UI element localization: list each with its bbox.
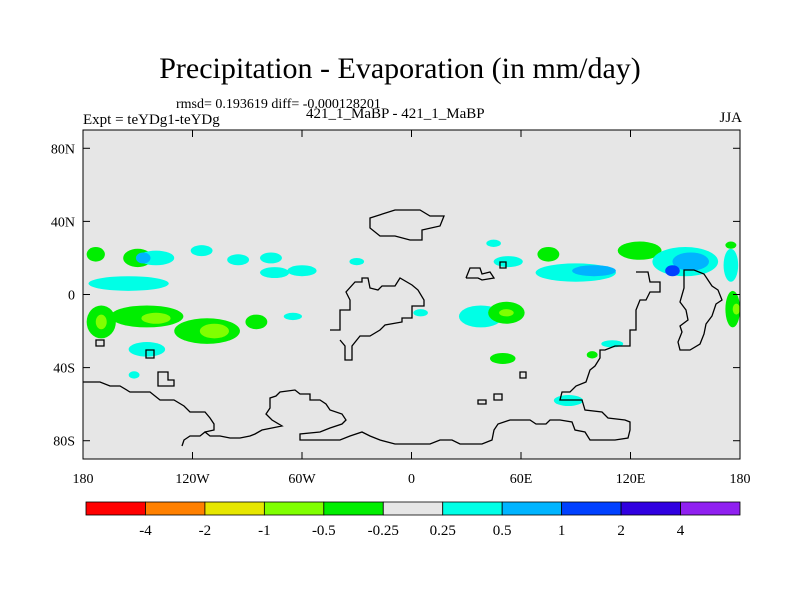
colorbar-box-3 bbox=[263, 501, 325, 516]
cases-text: 421_1_MaBP - 421_1_MaBP bbox=[306, 106, 485, 122]
coastline-americas bbox=[330, 277, 425, 361]
colorbar-label-2: -1 bbox=[258, 523, 271, 539]
contour-patch-7 bbox=[260, 252, 282, 264]
chart-title: Precipitation - Evaporation (in mm/day) bbox=[159, 52, 641, 85]
y-tick-label-3: 40S bbox=[53, 362, 75, 377]
colorbar-box-4 bbox=[323, 501, 384, 516]
contour-patch-10 bbox=[349, 257, 365, 266]
contour-patch-19 bbox=[128, 371, 140, 379]
contour-patch-34 bbox=[723, 248, 739, 282]
y-tick-label-4: 80S bbox=[53, 435, 75, 450]
colorbar-label-9: 4 bbox=[677, 523, 685, 539]
coastline-australia bbox=[677, 269, 723, 351]
colorbar-box-9 bbox=[620, 501, 681, 516]
colorbar-label-8: 2 bbox=[617, 523, 625, 539]
colorbar-box-2 bbox=[204, 501, 265, 516]
colorbar-label-5: 0.25 bbox=[430, 523, 456, 539]
contour-patch-0 bbox=[86, 246, 105, 262]
colorbar-box-10 bbox=[680, 501, 741, 516]
colorbar-label-4: -0.25 bbox=[368, 523, 399, 539]
coastline-island-d bbox=[477, 371, 527, 405]
coastline-antarctic bbox=[83, 381, 215, 433]
colorbar-box-1 bbox=[145, 501, 206, 516]
contour-patch-20 bbox=[283, 312, 302, 321]
contour-patch-32 bbox=[672, 252, 709, 271]
contour-patch-18 bbox=[128, 342, 166, 357]
colorbar-label-7: 1 bbox=[558, 523, 566, 539]
colorbar-box-5 bbox=[382, 501, 444, 516]
y-tick-label-2: 0 bbox=[68, 289, 75, 304]
coastline-island-b bbox=[145, 349, 155, 359]
x-tick-label-0: 180 bbox=[73, 472, 94, 487]
contour-patch-41 bbox=[413, 309, 428, 317]
colorbar-box-7 bbox=[501, 501, 563, 516]
y-tick-label-1: 40N bbox=[51, 215, 75, 230]
contour-patch-12 bbox=[95, 314, 107, 330]
contour-patch-8 bbox=[260, 267, 290, 279]
colorbar-box-0 bbox=[85, 501, 146, 516]
contour-patch-4 bbox=[135, 252, 151, 264]
season-label: JJA bbox=[719, 110, 742, 126]
map-background bbox=[83, 130, 740, 459]
stats-text: rmsd= 0.193619 diff= -0.000128201 bbox=[176, 97, 381, 112]
contour-patch-30 bbox=[617, 241, 662, 260]
colorbar-label-0: -4 bbox=[139, 523, 152, 539]
contour-patch-6 bbox=[227, 254, 250, 266]
contour-patch-9 bbox=[287, 265, 317, 277]
x-tick-label-6: 180 bbox=[730, 472, 751, 487]
colorbar-box-6 bbox=[442, 501, 503, 516]
x-tick-label-3: 0 bbox=[408, 472, 415, 487]
coastline-greenland bbox=[369, 209, 445, 241]
colorbar-label-1: -2 bbox=[199, 523, 212, 539]
x-tick-label-4: 60E bbox=[510, 472, 533, 487]
x-tick-label-2: 60W bbox=[288, 472, 316, 487]
contour-patch-14 bbox=[141, 312, 171, 324]
colorbar-label-6: 0.5 bbox=[493, 523, 512, 539]
contour-patch-23 bbox=[499, 309, 514, 317]
x-tick-label-5: 120E bbox=[616, 472, 646, 487]
contour-patch-25 bbox=[486, 239, 501, 247]
coastline-eurasia-africa bbox=[181, 261, 661, 447]
contour-patch-29 bbox=[572, 265, 616, 277]
contour-patch-27 bbox=[537, 246, 560, 262]
contour-patch-2 bbox=[88, 276, 169, 291]
contour-patch-33 bbox=[665, 265, 680, 277]
colorbar-label-3: -0.5 bbox=[312, 523, 336, 539]
contour-patch-16 bbox=[199, 323, 229, 339]
experiment-text: Expt = teYDg1-teYDg bbox=[83, 112, 220, 128]
x-tick-label-1: 120W bbox=[175, 472, 210, 487]
contour-patch-40 bbox=[725, 241, 737, 249]
contour-patch-17 bbox=[245, 314, 268, 330]
contour-patch-24 bbox=[489, 352, 516, 364]
contour-patch-5 bbox=[190, 245, 213, 257]
contour-patch-26 bbox=[493, 256, 523, 268]
coastline-island-c bbox=[157, 371, 175, 387]
contour-patch-39 bbox=[586, 351, 598, 359]
contour-patch-36 bbox=[732, 303, 740, 315]
colorbar-box-8 bbox=[561, 501, 622, 516]
y-tick-label-0: 80N bbox=[51, 142, 75, 157]
coastline-island-a bbox=[95, 339, 105, 347]
